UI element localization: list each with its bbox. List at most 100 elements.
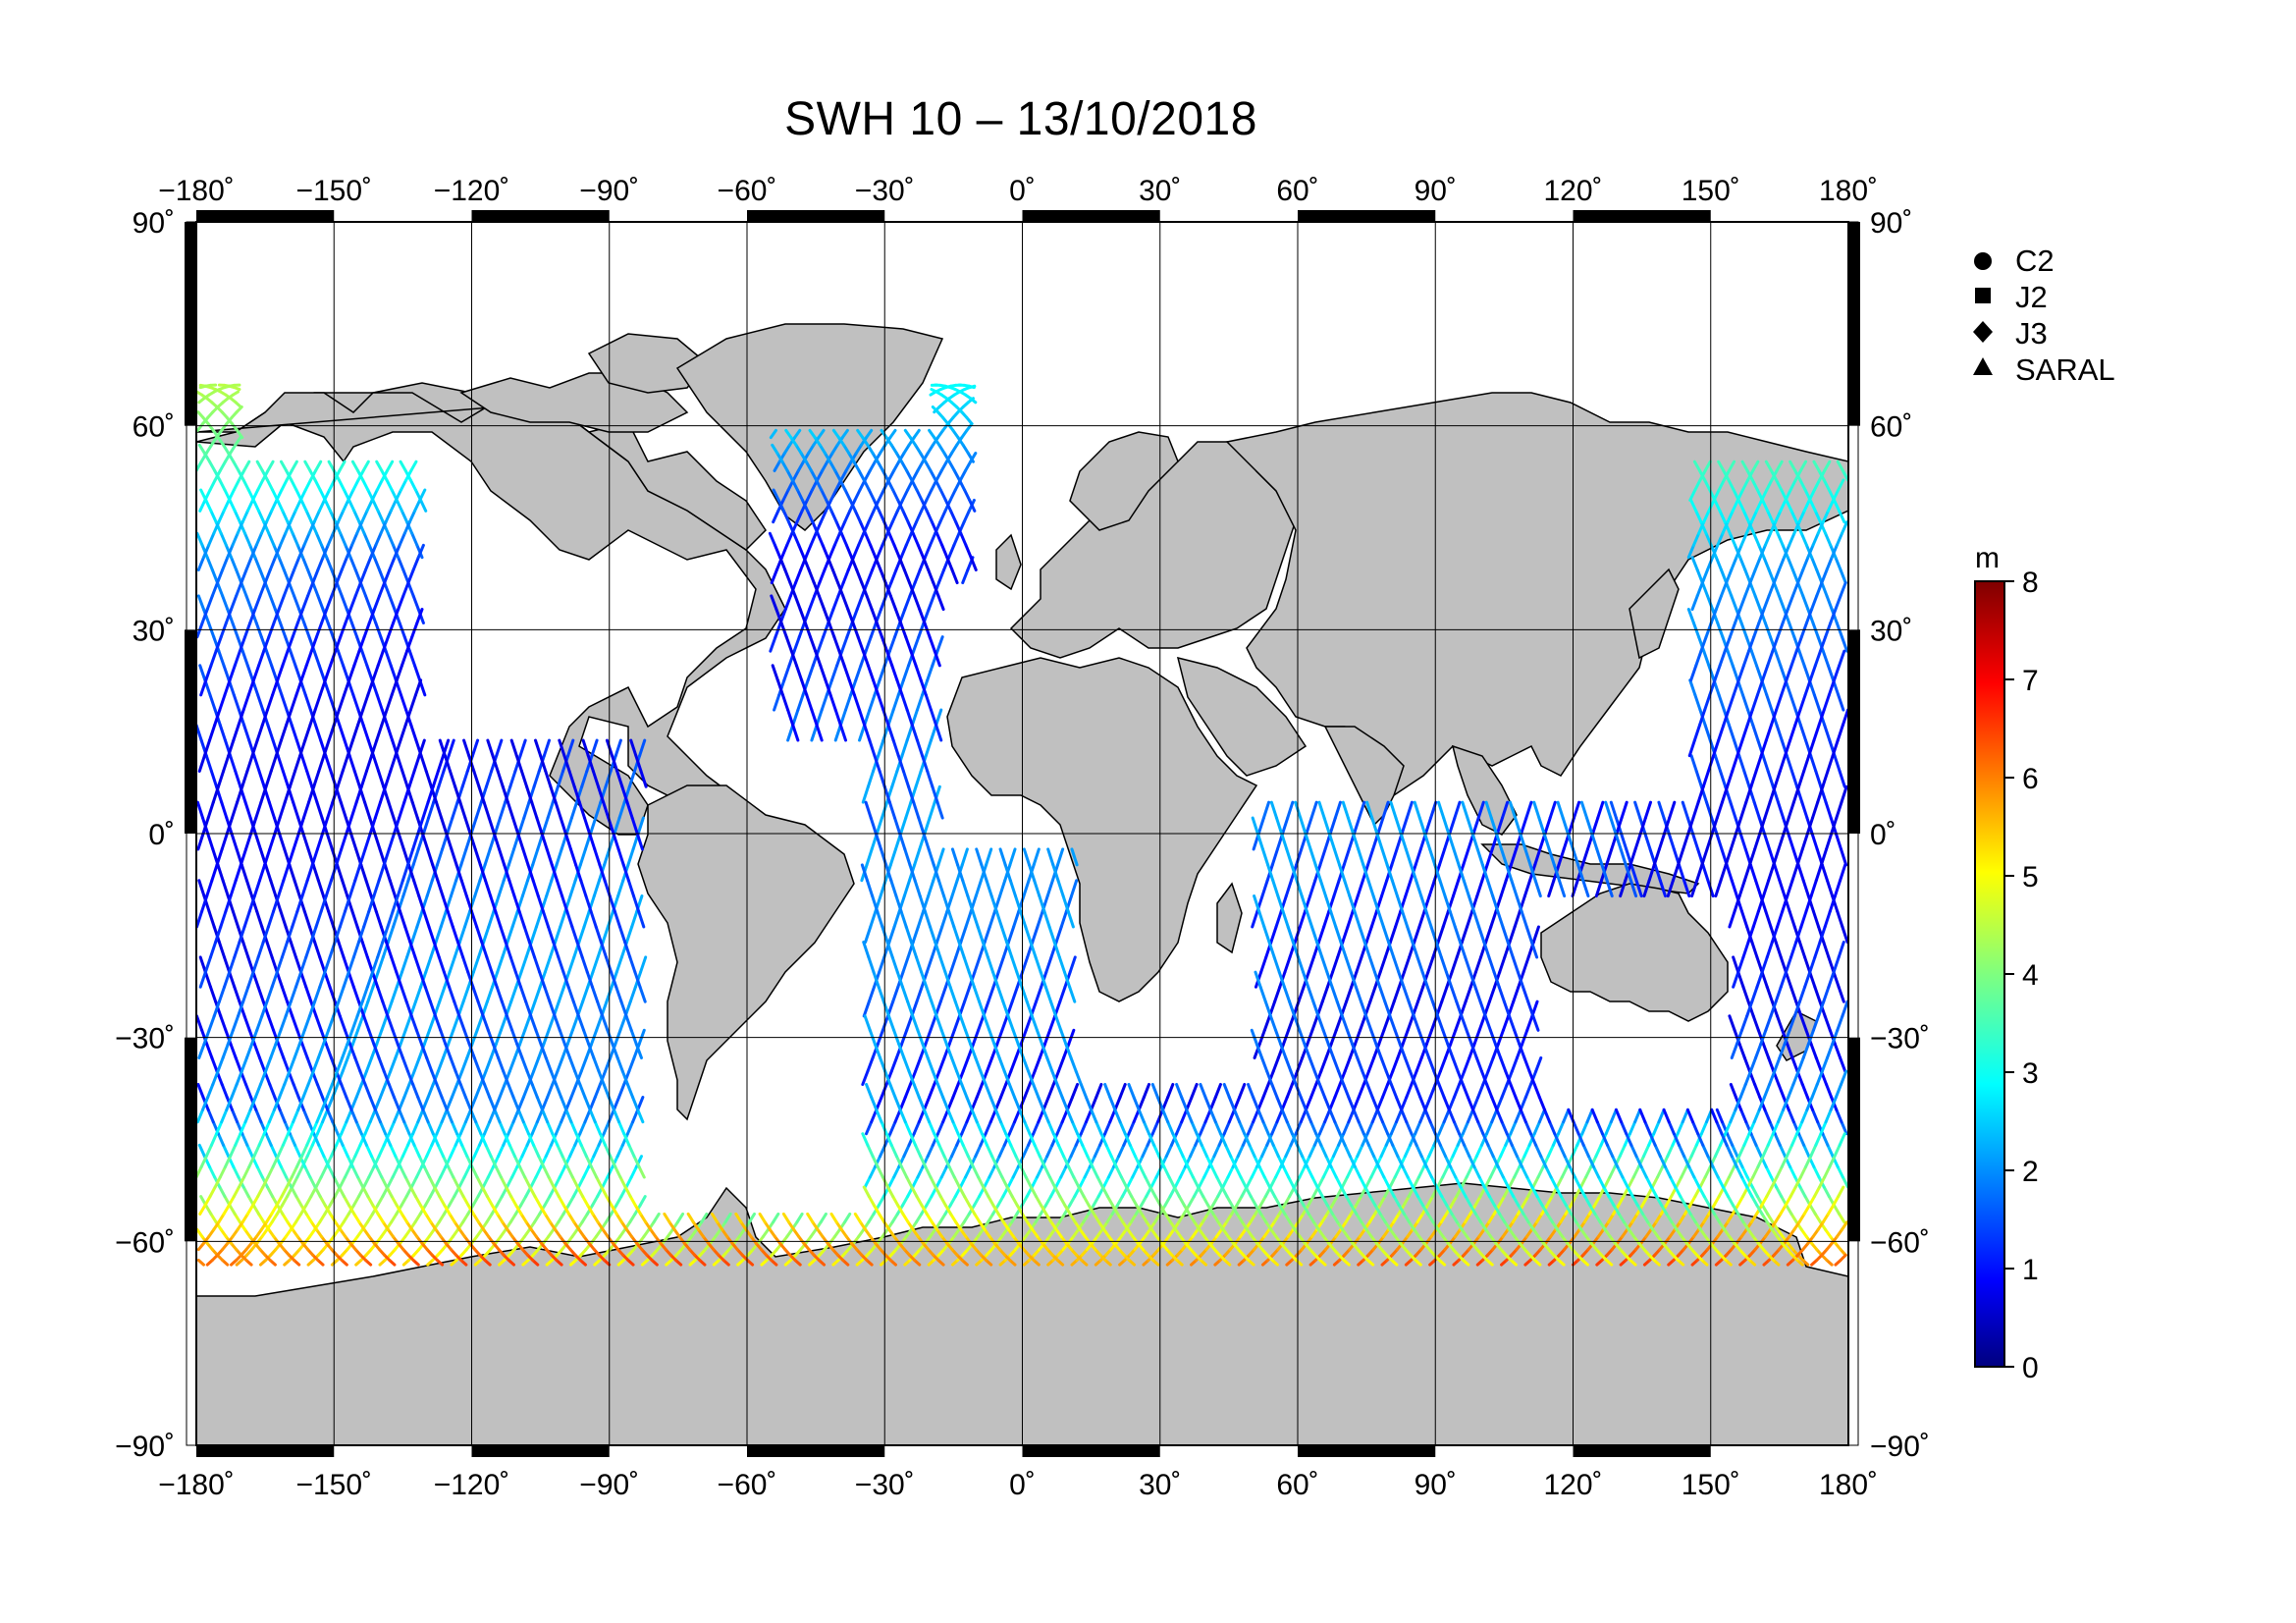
swh-track-segment [1171, 1132, 1180, 1147]
swh-track-segment [875, 1108, 883, 1124]
swh-track-segment [890, 509, 899, 524]
swh-track-segment [886, 1175, 896, 1189]
swh-track-segment [570, 925, 579, 945]
swh-track-segment [1768, 784, 1777, 804]
swh-track-segment [1775, 1185, 1784, 1199]
swh-track-segment [1836, 1165, 1844, 1179]
swh-track-segment [920, 498, 929, 513]
swh-track-segment [1476, 1120, 1485, 1136]
swh-track-segment [1359, 1014, 1367, 1032]
swh-track-segment [1675, 1175, 1683, 1189]
swh-track-segment [436, 1143, 446, 1159]
swh-track-segment [466, 970, 475, 989]
swh-track-segment [1522, 879, 1532, 898]
swh-track-segment [852, 693, 862, 712]
swh-track-segment [977, 1014, 986, 1032]
swh-track-segment [1284, 1143, 1293, 1159]
swh-track-segment [1800, 832, 1809, 851]
swh-track-segment [1738, 594, 1747, 612]
swh-track-segment [958, 1014, 968, 1032]
swh-track-segment [521, 1082, 530, 1100]
swh-track-segment [1747, 1120, 1756, 1136]
swh-track-segment [1420, 970, 1429, 989]
swh-track-segment [1830, 816, 1839, 836]
swh-track-segment [1802, 498, 1811, 513]
swh-track-segment [1790, 568, 1800, 585]
swh-track-segment [1701, 769, 1710, 788]
swh-track-segment [385, 1185, 394, 1199]
swh-track-segment [1809, 1042, 1818, 1059]
swh-track-segment [519, 985, 528, 1003]
swh-track-segment [1820, 568, 1829, 585]
swh-track-segment [667, 1220, 676, 1231]
swh-track-segment [815, 478, 824, 492]
swh-track-segment [273, 543, 283, 560]
swh-track-segment [1531, 1175, 1540, 1189]
swh-track-segment [481, 1014, 490, 1032]
swh-track-segment [644, 1220, 653, 1231]
swh-track-segment [1814, 1055, 1823, 1073]
swh-track-segment [476, 1000, 485, 1018]
swh-track-segment [426, 847, 435, 867]
swh-track-segment [911, 1014, 920, 1032]
swh-track-segment [892, 1165, 901, 1179]
swh-track-segment [376, 509, 385, 524]
swh-track-segment [1357, 1120, 1365, 1136]
swh-track-segment [1341, 925, 1350, 945]
swh-track-segment [1324, 894, 1333, 913]
swh-track-segment [1743, 568, 1752, 585]
swh-track-segment [217, 509, 226, 524]
swh-track-segment [495, 985, 504, 1003]
swh-track-segment [887, 531, 896, 547]
swh-track-segment [1479, 1220, 1488, 1231]
swh-track-segment [388, 879, 397, 898]
swh-track-segment [829, 509, 838, 524]
swh-tracks [196, 383, 1848, 1267]
swh-track-segment [950, 847, 960, 867]
swh-track-segment [1510, 1055, 1519, 1073]
swh-track-segment [1053, 1185, 1062, 1199]
swh-track-segment [246, 955, 255, 974]
swh-track-segment [861, 1132, 870, 1147]
swh-track-segment [1535, 1195, 1544, 1208]
swh-track-segment [304, 1212, 313, 1224]
swh-track-segment [1522, 955, 1530, 974]
swh-track-segment [772, 1212, 780, 1224]
swh-track-segment [1352, 1108, 1361, 1124]
swh-track-segment [474, 800, 483, 820]
swh-track-segment [246, 678, 255, 697]
swh-track-segment [1526, 1220, 1535, 1231]
swh-track-segment [449, 769, 457, 788]
swh-track-segment [913, 847, 922, 867]
swh-track-segment [1609, 800, 1618, 820]
swh-track-segment [973, 955, 982, 974]
swh-track-segment [1402, 985, 1411, 1003]
swh-track-segment [1221, 1175, 1230, 1189]
swh-track-segment [598, 863, 607, 883]
swh-track-segment [881, 1014, 890, 1032]
swh-track-segment [578, 847, 587, 867]
swh-track-segment [604, 1212, 614, 1224]
swh-track-segment [448, 955, 456, 974]
swh-track-segment [957, 941, 966, 959]
swh-track-segment [612, 1096, 621, 1111]
swh-track-segment [856, 635, 865, 653]
swh-track-segment [1032, 847, 1041, 867]
swh-track-segment [268, 594, 277, 612]
swh-track-segment [301, 832, 310, 851]
swh-track-segment [1774, 985, 1783, 1003]
swh-track-segment [1448, 816, 1457, 836]
swh-track-segment [839, 468, 848, 482]
swh-track-segment [881, 1175, 890, 1189]
swh-track-segment [1726, 1132, 1735, 1147]
swh-track-segment [1841, 1175, 1848, 1189]
swh-track-segment [1822, 941, 1831, 959]
swh-track-segment [912, 800, 921, 820]
swh-track-segment [446, 816, 454, 836]
swh-track-segment [865, 1082, 874, 1100]
swh-track-segment [1802, 754, 1811, 773]
swh-track-segment [1406, 925, 1415, 945]
swh-track-segment [471, 955, 481, 974]
swh-track-segment [963, 488, 972, 502]
swh-track-segment [1629, 863, 1638, 883]
